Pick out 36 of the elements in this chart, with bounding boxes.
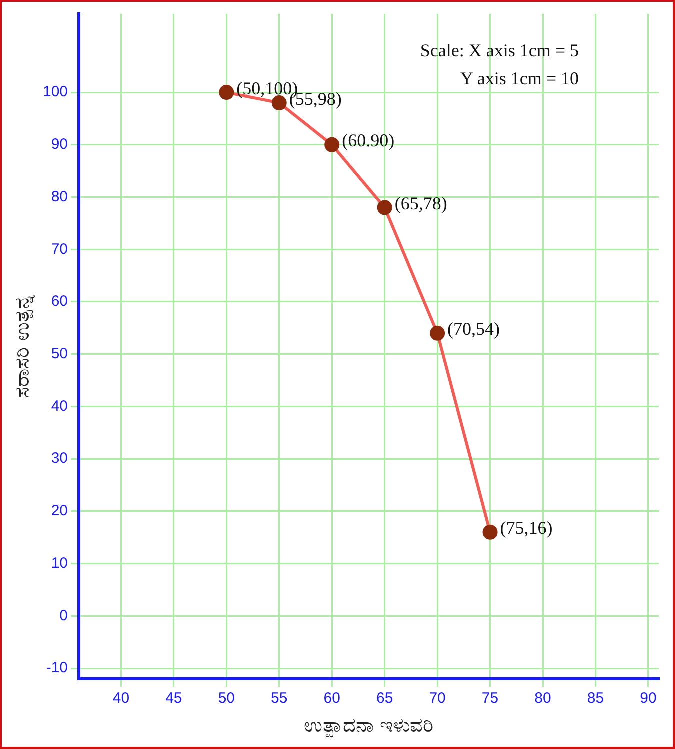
x-axis-title: ಉತ್ಪಾದನಾ ಇಳುವರಿ	[304, 713, 434, 738]
y-tick-label: 10	[51, 554, 68, 572]
y-tick-label: -10	[46, 660, 68, 677]
y-axis-title: ಸರಾಸರಿ ಉತ್ಪನ್ನ	[10, 294, 36, 398]
x-tick-label: 40	[112, 690, 130, 708]
point	[324, 137, 340, 152]
y-tick-label: 30	[51, 450, 68, 468]
point	[377, 200, 392, 216]
y-tick-label: 50	[51, 345, 68, 362]
annotation: (60.90)	[342, 130, 395, 151]
point	[430, 326, 446, 341]
y-tick-label: 20	[51, 502, 68, 520]
y-tick-label: 60	[51, 293, 68, 310]
annotation: (70,54)	[448, 319, 500, 340]
x-tick-label: 70	[429, 690, 446, 708]
x-tick-label: 55	[271, 690, 288, 708]
x-tick-label: 65	[376, 690, 394, 708]
y-tick-label: 40	[51, 398, 68, 415]
point	[219, 85, 234, 100]
x-tick-label: 60	[324, 690, 340, 708]
x-tick-label: 45	[166, 690, 182, 708]
y-tick-label: 90	[51, 136, 68, 154]
x-tick-label: 75	[482, 690, 499, 708]
annotation: Y axis 1cm = 10	[460, 68, 579, 89]
annotation: (65,78)	[394, 193, 448, 214]
y-tick-label: 100	[42, 84, 68, 101]
x-tick-label: 85	[587, 690, 604, 708]
x-tick-label: 90	[640, 690, 657, 708]
annotation: (75,16)	[500, 518, 553, 538]
y-tick-label: 80	[51, 188, 68, 206]
x-tick-label: 50	[218, 690, 235, 708]
point	[482, 524, 498, 540]
y-tick-label: 0	[60, 607, 68, 624]
annotation: Scale: X axis 1cm = 5	[420, 40, 579, 61]
x-tick-label: 80	[534, 690, 552, 708]
y-tick-label: 70	[51, 240, 68, 258]
